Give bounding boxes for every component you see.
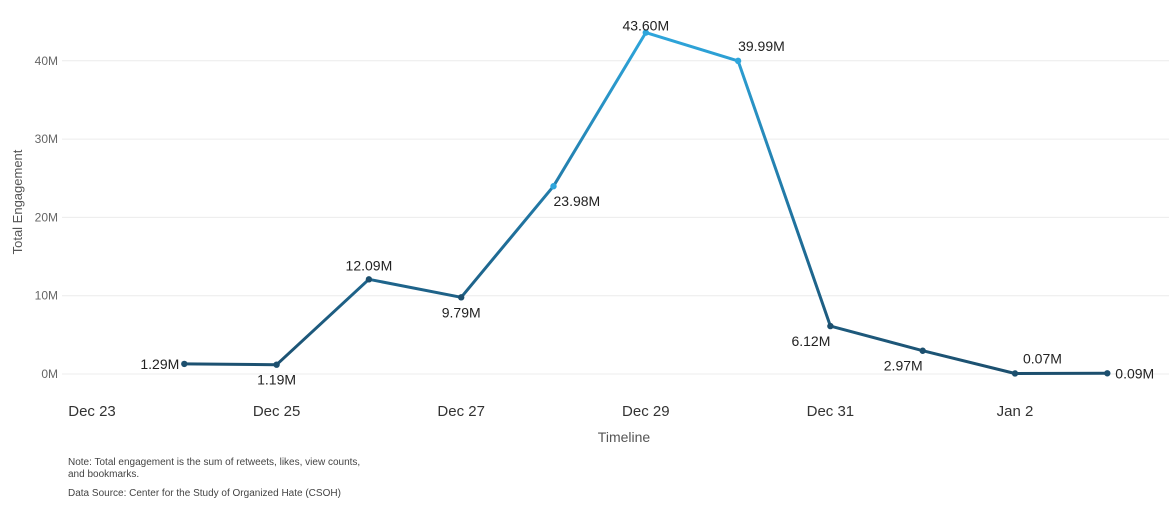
y-tick-label: 10M (35, 289, 58, 303)
x-tick-label: Dec 23 (68, 403, 116, 420)
data-point (919, 347, 926, 354)
x-axis-title: Timeline (598, 429, 651, 445)
data-point (365, 276, 373, 283)
data-label: 9.79M (442, 304, 481, 320)
data-label: 1.29M (140, 356, 179, 372)
data-point (181, 360, 188, 368)
data-points (181, 29, 1111, 377)
data-label: 0.09M (1115, 365, 1154, 381)
data-point (642, 29, 649, 36)
data-point (1011, 370, 1019, 377)
note-text: Note: Total engagement is the sum of ret… (68, 457, 361, 480)
x-tick-label: Dec 29 (622, 403, 670, 420)
data-point (827, 322, 834, 330)
data-point (550, 183, 557, 190)
data-label: 12.09M (346, 257, 393, 273)
x-tick-label: Dec 25 (253, 403, 301, 420)
data-label: 39.99M (738, 38, 785, 54)
data-point (1104, 370, 1111, 377)
y-tick-label: 20M (35, 210, 58, 224)
y-tick-label: 0M (41, 367, 58, 381)
y-tick-label: 40M (35, 54, 58, 68)
x-tick-label: Dec 31 (807, 403, 855, 420)
data-point (458, 294, 465, 301)
y-tick-label: 30M (35, 132, 58, 146)
x-tick-label: Jan 2 (997, 403, 1034, 420)
engagement-line-chart: 0M 10M 20M 30M 40M Dec 23 Dec 25 Dec 27 Dec 29 D… (10, 18, 1169, 445)
data-label: 23.98M (554, 193, 601, 209)
data-point (734, 57, 742, 65)
data-point (273, 361, 280, 368)
data-source-text: Data Source: Center for the Study of Org… (68, 488, 341, 499)
y-axis-title: Total Engagement (10, 149, 25, 254)
data-label: 2.97M (884, 358, 923, 374)
data-label: 1.19M (257, 372, 296, 388)
gridlines (62, 60, 1169, 375)
series-line (182, 31, 1109, 375)
chart-notes: Note: Total engagement is the sum of ret… (68, 457, 368, 500)
x-tick-label: Dec 27 (437, 403, 485, 420)
y-axis-ticks: 0M 10M 20M 30M 40M (35, 54, 58, 381)
data-label: 6.12M (791, 333, 830, 349)
data-labels: 1.29M 1.19M 12.09M 9.79M 23.98M 43.60M 39.99M 6… (140, 18, 1154, 388)
data-label: 0.07M (1023, 350, 1062, 366)
data-label: 43.60M (622, 18, 669, 34)
